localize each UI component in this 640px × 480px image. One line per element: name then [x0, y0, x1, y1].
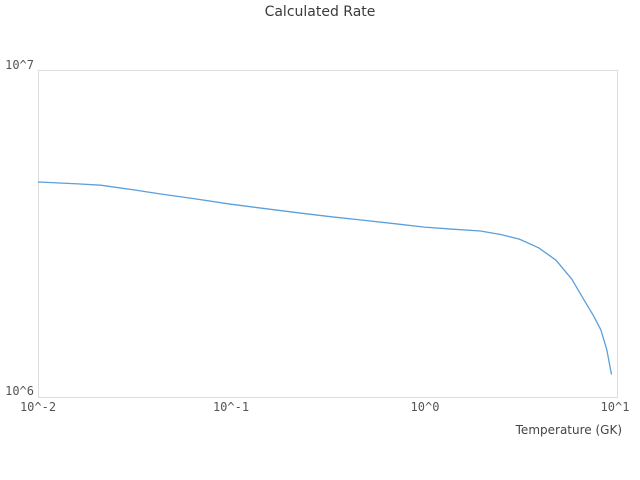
x-tick-1e0: 10^0: [410, 400, 440, 414]
x-axis-label: Temperature (GK): [515, 423, 622, 437]
chart-title: Calculated Rate: [264, 4, 376, 20]
plot-border: [38, 70, 618, 398]
x-tick-1e-1: 10^-1: [212, 400, 250, 414]
rate-line-series: [37, 181, 613, 375]
y-tick-1e6: 10^6: [5, 384, 34, 398]
x-tick-1e1: 10^1: [600, 400, 630, 414]
y-tick-1e7: 10^7: [5, 58, 34, 72]
x-tick-1e-2: 10^-2: [19, 400, 57, 414]
